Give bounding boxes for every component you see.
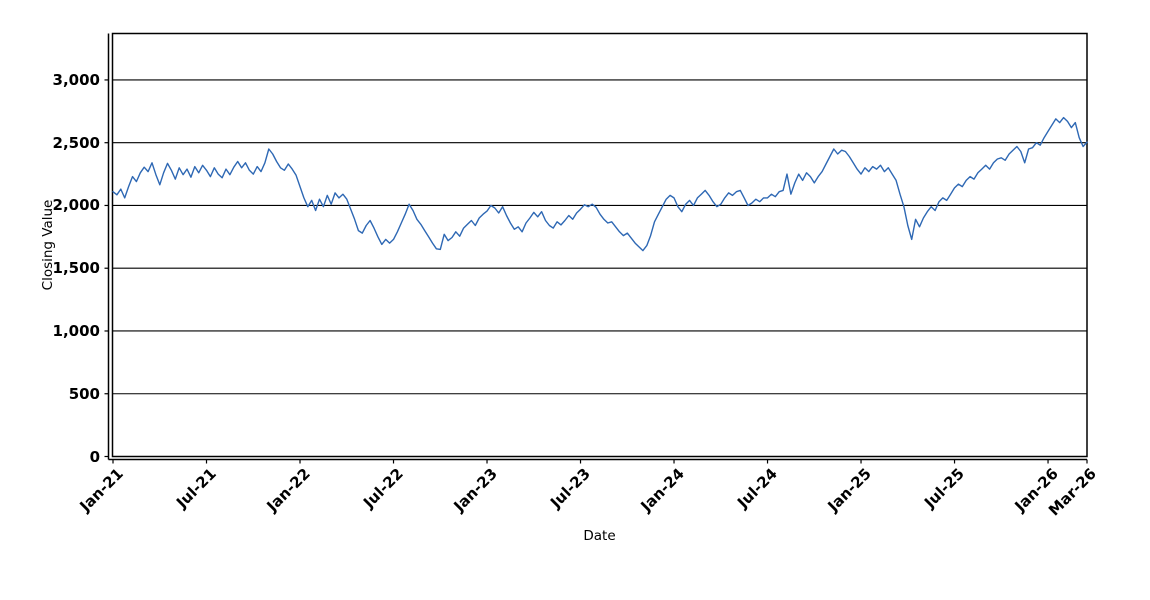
y-tick-label: 500 — [68, 384, 100, 403]
x-axis-title: Date — [583, 528, 616, 544]
y-tick-label: 2,500 — [52, 133, 100, 152]
plot-border — [111, 32, 1088, 458]
y-tick-label: 3,000 — [52, 70, 100, 89]
y-tick-label: 1,500 — [52, 259, 100, 278]
y-axis-title: Closing Value — [40, 199, 56, 291]
y-tick-label: 0 — [89, 447, 100, 466]
closing-value-series-line — [112, 116, 1088, 252]
y-tick-label: 1,000 — [52, 321, 100, 340]
y-tick-label: 2,000 — [52, 196, 100, 215]
